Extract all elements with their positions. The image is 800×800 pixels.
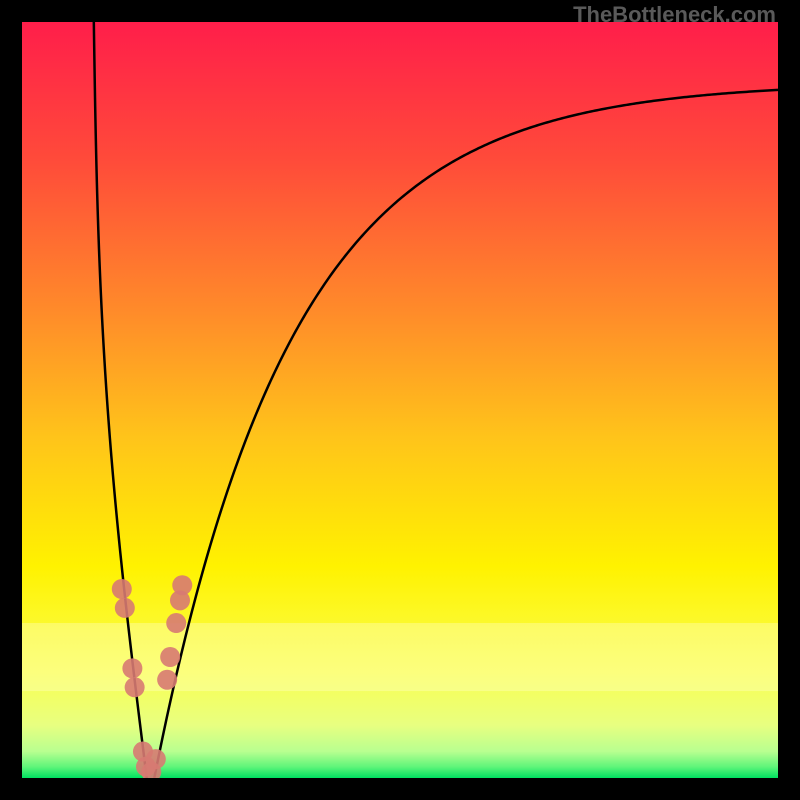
data-marker: [112, 579, 132, 599]
data-marker: [115, 598, 135, 618]
data-marker: [172, 575, 192, 595]
frame-bottom: [0, 778, 800, 800]
data-marker: [122, 658, 142, 678]
data-marker: [146, 749, 166, 769]
frame-left: [0, 0, 22, 800]
data-marker: [160, 647, 180, 667]
frame-right: [778, 0, 800, 800]
data-marker: [157, 670, 177, 690]
data-marker: [166, 613, 186, 633]
data-marker: [125, 677, 145, 697]
chart-container: TheBottleneck.com: [0, 0, 800, 800]
plot-svg: [0, 0, 800, 800]
watermark-text: TheBottleneck.com: [573, 2, 776, 28]
